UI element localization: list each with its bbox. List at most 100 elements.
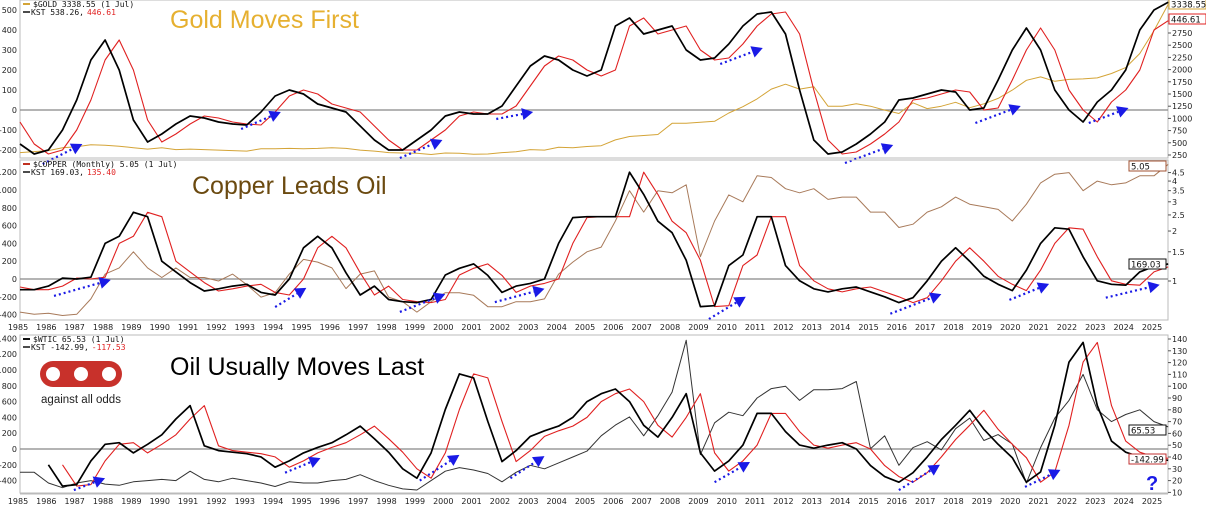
logo-ring-icon (46, 367, 60, 381)
kst-axis-tick: 100 (2, 86, 17, 95)
logo-text: against all odds (41, 394, 121, 406)
price-axis-tick: 40 (1172, 453, 1182, 462)
trend-arrow (1088, 110, 1119, 125)
value-tag-text: 5.05 (1131, 163, 1150, 173)
trend-arrow (889, 297, 932, 315)
kst-axis-tick: -200 (0, 146, 17, 155)
year-tick: 2025 (1142, 497, 1162, 506)
value-tag (1168, 0, 1206, 10)
year-tick: 2015 (858, 323, 878, 332)
arrow-head-icon (1036, 282, 1050, 294)
year-tick: 2010 (717, 323, 737, 332)
year-tick: 2017 (915, 497, 935, 506)
price-axis-tick: 130 (1172, 347, 1187, 356)
arrow-head-icon (531, 456, 545, 468)
year-tick: 2022 (1057, 497, 1077, 506)
arrow-head-icon (1008, 104, 1021, 116)
legend-signal-value: 135.40 (87, 168, 116, 177)
legend-kst-value: KST 169.03, (31, 168, 84, 177)
year-tick: 2013 (802, 323, 822, 332)
kst-axis-tick: 400 (2, 239, 17, 248)
legend-kst: KST -142.99, -117.53 (31, 343, 126, 352)
year-tick: 1997 (348, 323, 368, 332)
arrow-head-icon (521, 108, 534, 120)
legend-price: $GOLD 3338.55 (1 Jul) (33, 0, 134, 9)
year-tick: 2002 (490, 323, 510, 332)
year-tick: 2010 (717, 497, 737, 506)
year-tick: 1987 (65, 323, 85, 332)
against-all-odds-logo: against all odds (40, 361, 122, 406)
year-tick: 1992 (206, 323, 226, 332)
price-axis-tick: 1 (1172, 277, 1177, 286)
year-tick: 1987 (65, 497, 85, 506)
price-axis-tick: 120 (1172, 359, 1187, 368)
price-line (20, 339, 1169, 491)
year-tick: 2012 (773, 497, 793, 506)
year-tick: 2003 (518, 497, 538, 506)
kst-axis-tick: 0 (12, 445, 17, 454)
kst-axis-tick: 0 (12, 106, 17, 115)
arrow-head-icon (98, 277, 111, 289)
year-tick: 2017 (915, 323, 935, 332)
year-tick: 2009 (688, 497, 708, 506)
price-axis-tick: 2000 (1172, 66, 1192, 75)
kst-axis-tick: 600 (2, 398, 17, 407)
trend-arrow (73, 481, 96, 492)
arrow-head-icon (92, 476, 106, 488)
arrow-head-icon (733, 296, 746, 308)
year-tick: 1995 (291, 497, 311, 506)
year-tick: 2020 (1000, 323, 1020, 332)
year-tick: 2025 (1142, 323, 1162, 332)
value-tag-text: 169.03 (1131, 261, 1161, 271)
year-tick: 2019 (972, 497, 992, 506)
kst-axis-tick: 200 (2, 257, 17, 266)
year-tick: 2003 (518, 323, 538, 332)
kst-axis-tick: -200 (0, 293, 17, 302)
year-tick: 1993 (235, 497, 255, 506)
year-tick: 1996 (320, 323, 340, 332)
panel-gold: 5004003002001000-100-2002505007501000125… (0, 0, 1206, 165)
kst-axis-tick: 500 (2, 6, 17, 15)
year-tick: 1991 (178, 497, 198, 506)
trend-arrow (496, 112, 523, 121)
year-tick: 2008 (660, 497, 680, 506)
year-tick: 2023 (1085, 497, 1105, 506)
price-line (19, 4, 1169, 155)
value-tag-text: 446.61 (1171, 16, 1201, 26)
year-tick: 1990 (150, 497, 170, 506)
arrow-head-icon (1116, 106, 1129, 118)
year-tick: 2007 (632, 323, 652, 332)
price-axis-tick: 140 (1172, 335, 1187, 344)
year-tick: 2006 (603, 323, 623, 332)
year-tick: 1997 (348, 497, 368, 506)
arrow-head-icon (446, 454, 460, 466)
price-axis-tick: 750 (1172, 127, 1187, 136)
legend-kst-value: KST -142.99, (31, 343, 89, 352)
kst-signal-line (62, 341, 1169, 487)
question-mark: ? (1146, 473, 1158, 495)
trend-arrow (1105, 286, 1150, 299)
arrow-head-icon (308, 456, 321, 468)
panel-title: Oil Usually Moves Last (170, 353, 424, 381)
kst-axis-tick: 800 (2, 382, 17, 391)
arrow-head-icon (69, 143, 83, 155)
price-axis-tick: 80 (1172, 406, 1182, 415)
trend-arrow (399, 297, 436, 313)
price-axis-tick: 10 (1172, 488, 1182, 497)
year-tick: 1989 (121, 497, 141, 506)
price-axis-tick: 3.5 (1172, 187, 1185, 196)
price-axis-tick: 1.5 (1172, 248, 1185, 257)
kst-axis-tick: 400 (2, 26, 17, 35)
trend-arrow (240, 115, 272, 131)
year-tick: 1985 (8, 497, 28, 506)
year-tick: 1986 (36, 323, 56, 332)
year-tick: 1994 (263, 497, 283, 506)
year-tick: 1994 (263, 323, 283, 332)
price-axis-tick: 2500 (1172, 41, 1192, 50)
kst-axis-tick: 1000 (0, 186, 17, 195)
arrow-head-icon (927, 464, 940, 476)
year-tick: 1991 (178, 323, 198, 332)
panel-title: Gold Moves First (170, 6, 359, 34)
